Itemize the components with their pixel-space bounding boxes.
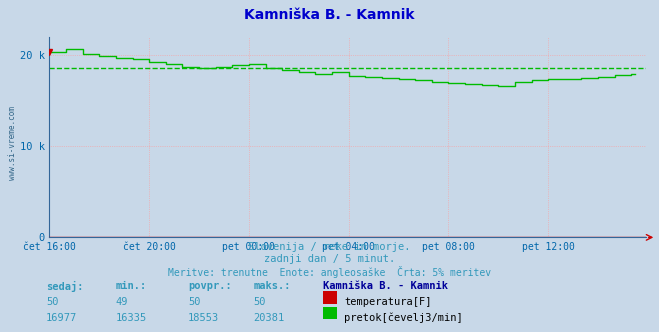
Text: povpr.:: povpr.: [188, 281, 231, 290]
Text: www.si-vreme.com: www.si-vreme.com [8, 106, 17, 180]
Text: 16335: 16335 [115, 313, 146, 323]
Text: 50: 50 [188, 297, 200, 307]
Text: maks.:: maks.: [254, 281, 291, 290]
Text: min.:: min.: [115, 281, 146, 290]
Text: 20381: 20381 [254, 313, 285, 323]
Text: 50: 50 [254, 297, 266, 307]
Text: Meritve: trenutne  Enote: angleosaške  Črta: 5% meritev: Meritve: trenutne Enote: angleosaške Črt… [168, 266, 491, 278]
Text: temperatura[F]: temperatura[F] [344, 297, 432, 307]
Text: zadnji dan / 5 minut.: zadnji dan / 5 minut. [264, 254, 395, 264]
Text: 18553: 18553 [188, 313, 219, 323]
Text: pretok[čevelj3/min]: pretok[čevelj3/min] [344, 313, 463, 323]
Text: 16977: 16977 [46, 313, 77, 323]
Text: 49: 49 [115, 297, 128, 307]
Text: sedaj:: sedaj: [46, 281, 84, 291]
Text: Kamniška B. - Kamnik: Kamniška B. - Kamnik [323, 281, 448, 290]
Text: Slovenija / reke in morje.: Slovenija / reke in morje. [248, 242, 411, 252]
Text: 50: 50 [46, 297, 59, 307]
Text: Kamniška B. - Kamnik: Kamniška B. - Kamnik [244, 8, 415, 22]
